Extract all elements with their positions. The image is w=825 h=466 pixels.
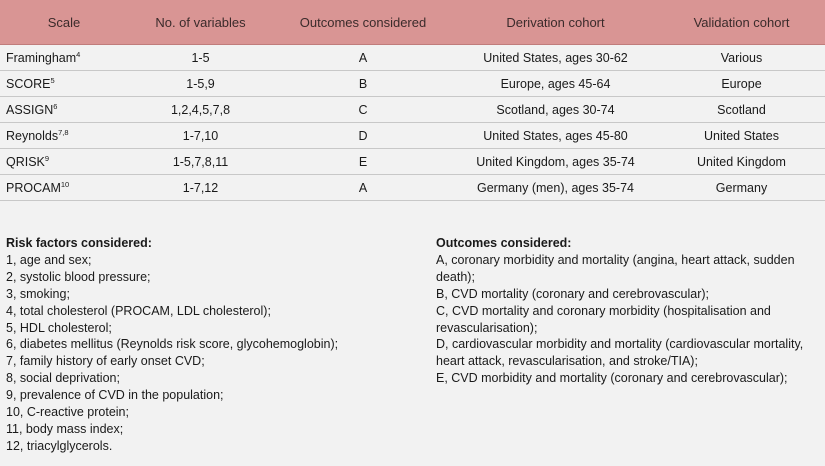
derivation-cell: United States, ages 30-62: [453, 44, 658, 71]
scale-name: ASSIGN: [6, 102, 54, 117]
outcome-item: A, coronary morbidity and mortality (ang…: [436, 252, 795, 284]
risk-factor-item: 8, social deprivation;: [6, 371, 120, 386]
risk-factor-item: 4, total cholesterol (PROCAM, LDL choles…: [6, 303, 271, 318]
variables-cell: 1-7,12: [128, 174, 273, 201]
variables-cell: 1,2,4,5,7,8: [128, 96, 273, 123]
risk-factors-heading: Risk factors considered:: [6, 236, 152, 250]
derivation-cell: Scotland, ages 30-74: [453, 96, 658, 123]
derivation-cell: Germany (men), ages 35-74: [453, 174, 658, 201]
variables-cell: 1-5: [128, 44, 273, 71]
header-scale: Scale: [0, 0, 128, 45]
validation-cell: Scotland: [658, 96, 825, 123]
table-row: SCORE5 1-5,9 B Europe, ages 45-64 Europe: [0, 70, 825, 97]
outcome-cell: E: [273, 148, 453, 175]
table-row: ASSIGN6 1,2,4,5,7,8 C Scotland, ages 30-…: [0, 96, 825, 123]
reference-number: 6: [53, 101, 58, 111]
scale-cell: Reynolds7,8: [0, 122, 128, 149]
scale-cell: Framingham4: [0, 44, 128, 71]
scale-cell: PROCAM10: [0, 174, 128, 201]
risk-factor-item: 10, C-reactive protein;: [6, 405, 129, 420]
reference-number: 9: [44, 153, 50, 163]
scale-cell: QRISK9: [0, 148, 128, 175]
outcome-cell: C: [273, 96, 453, 123]
header-no-of-variables: No. of variables: [128, 0, 273, 45]
reference-number: 7,8: [58, 127, 69, 137]
scale-name: Reynolds: [6, 128, 59, 143]
scale-name: SCORE: [6, 76, 51, 91]
risk-factor-item: 6, diabetes mellitus (Reynolds risk scor…: [6, 337, 339, 352]
risk-factor-item: 1, age and sex;: [6, 252, 92, 267]
validation-cell: Europe: [658, 70, 825, 97]
validation-cell: Various: [658, 44, 825, 71]
risk-scores-table: Scale No. of variables Outcomes consider…: [0, 0, 825, 201]
outcome-cell: D: [273, 122, 453, 149]
risk-factor-item: 7, family history of early onset CVD;: [6, 354, 205, 369]
derivation-cell: United Kingdom, ages 35-74: [453, 148, 658, 175]
header-outcomes-considered: Outcomes considered: [273, 0, 453, 45]
outcome-cell: B: [273, 70, 453, 97]
validation-cell: United Kingdom: [658, 148, 825, 175]
risk-factor-item: 3, smoking;: [6, 286, 70, 301]
table-row: QRISK9 1-5,7,8,11 E United Kingdom, ages…: [0, 148, 825, 175]
scale-name: Framingham: [6, 50, 77, 65]
reference-number: 10: [60, 179, 70, 189]
scale-cell: SCORE5: [0, 70, 128, 97]
reference-number: 4: [76, 49, 81, 59]
table-row: Framingham4 1-5 A United States, ages 30…: [0, 44, 825, 71]
scale-name: PROCAM: [6, 180, 61, 195]
outcome-cell: A: [273, 44, 453, 71]
outcomes-legend: Outcomes considered: A, coronary morbidi…: [436, 235, 822, 387]
derivation-cell: United States, ages 45-80: [453, 122, 658, 149]
risk-factor-item: 9, prevalence of CVD in the population;: [6, 388, 224, 403]
scale-name: QRISK: [6, 154, 45, 169]
scale-cell: ASSIGN6: [0, 96, 128, 123]
variables-cell: 1-7,10: [128, 122, 273, 149]
outcome-item: C, CVD mortality and coronary morbidity …: [436, 303, 771, 335]
variables-cell: 1-5,9: [128, 70, 273, 97]
table-row: PROCAM10 1-7,12 A Germany (men), ages 35…: [0, 174, 825, 201]
outcome-cell: A: [273, 174, 453, 201]
risk-factor-item: 12, triacylglycerols.: [6, 438, 113, 453]
header-validation-cohort: Validation cohort: [658, 0, 825, 45]
risk-factor-item: 5, HDL cholesterol;: [6, 320, 112, 335]
outcomes-heading: Outcomes considered:: [436, 236, 572, 250]
risk-factor-item: 11, body mass index;: [6, 421, 124, 436]
outcome-item: B, CVD mortality (coronary and cerebrova…: [436, 286, 710, 301]
validation-cell: United States: [658, 122, 825, 149]
reference-number: 5: [50, 75, 55, 85]
risk-factor-item: 2, systolic blood pressure;: [6, 269, 151, 284]
risk-factors-legend: Risk factors considered: 1, age and sex;…: [6, 235, 406, 455]
table-header-row: Scale No. of variables Outcomes consider…: [0, 0, 825, 45]
outcome-item: D, cardiovascular morbidity and mortalit…: [436, 337, 804, 369]
header-derivation-cohort: Derivation cohort: [453, 0, 658, 45]
table-row: Reynolds7,8 1-7,10 D United States, ages…: [0, 122, 825, 149]
derivation-cell: Europe, ages 45-64: [453, 70, 658, 97]
variables-cell: 1-5,7,8,11: [128, 148, 273, 175]
outcome-item: E, CVD morbidity and mortality (coronary…: [436, 371, 788, 386]
validation-cell: Germany: [658, 174, 825, 201]
